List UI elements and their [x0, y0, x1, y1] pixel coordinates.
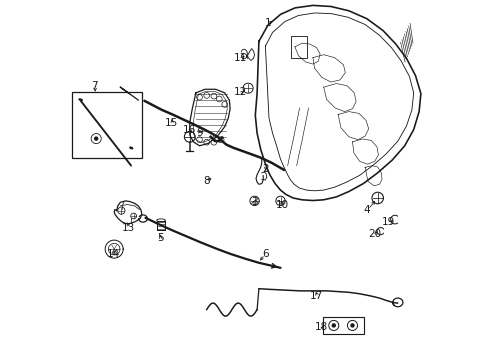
- Text: 2: 2: [262, 164, 268, 174]
- Text: 12: 12: [234, 87, 247, 97]
- Circle shape: [331, 324, 335, 327]
- Bar: [322, 317, 364, 334]
- Text: 4: 4: [363, 204, 369, 215]
- Text: 19: 19: [381, 217, 394, 228]
- Text: 5: 5: [157, 233, 164, 243]
- Text: 16: 16: [183, 125, 196, 135]
- Text: 7: 7: [90, 81, 97, 91]
- Circle shape: [350, 324, 353, 327]
- Text: 20: 20: [367, 229, 381, 239]
- Text: 10: 10: [275, 200, 288, 210]
- Text: 14: 14: [106, 249, 120, 259]
- Text: 6: 6: [262, 249, 268, 259]
- Text: 9: 9: [196, 128, 203, 138]
- Text: 3: 3: [251, 197, 257, 207]
- Bar: [72, 92, 142, 158]
- Text: 1: 1: [264, 18, 271, 28]
- Text: 18: 18: [315, 322, 328, 332]
- Circle shape: [95, 137, 98, 140]
- Text: 17: 17: [309, 291, 323, 301]
- Text: 11: 11: [234, 53, 247, 63]
- Text: 13: 13: [122, 222, 135, 233]
- Bar: [291, 36, 307, 58]
- Text: 8: 8: [203, 176, 209, 186]
- Text: 15: 15: [165, 118, 178, 128]
